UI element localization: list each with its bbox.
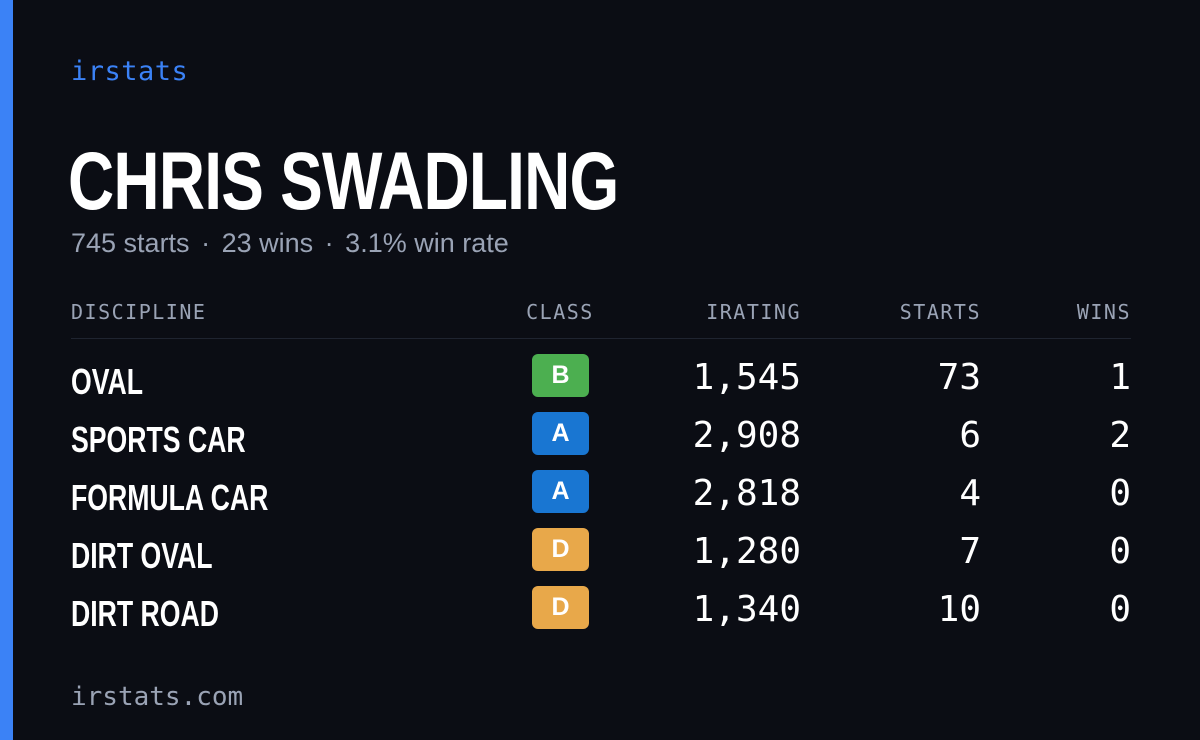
discipline-name: FORMULA CAR [71,477,269,518]
discipline-name: SPORTS CAR [71,419,246,460]
wins-value: 0 [1109,473,1131,514]
footer-url: irstats.com [71,682,244,712]
class-badge: B [532,354,589,397]
table-header: DISCIPLINE CLASS IRATING STARTS WINS [71,300,1131,339]
wins-value: 0 [1109,589,1131,630]
irating-value: 1,545 [692,357,801,398]
class-badge: A [532,412,589,455]
irating-value: 2,908 [692,415,801,456]
separator: · [324,228,334,258]
discipline-table: OVAL B 1,545 73 1 SPORTS CAR A 2,908 6 2… [71,352,1131,642]
discipline-name: DIRT ROAD [71,593,219,634]
discipline-name: DIRT OVAL [71,535,213,576]
driver-summary: 745 starts · 23 wins · 3.1% win rate [71,228,509,259]
wins-value: 1 [1109,357,1131,398]
wins-value: 0 [1109,531,1131,572]
accent-bar [0,0,13,740]
separator: · [201,228,211,258]
column-header-starts: STARTS [899,300,981,324]
irating-value: 1,340 [692,589,801,630]
table-row: DIRT OVAL D 1,280 7 0 [71,526,1131,584]
column-header-irating: IRATING [706,300,801,324]
irating-value: 2,818 [692,473,801,514]
column-header-wins: WINS [1076,300,1131,324]
discipline-name: OVAL [71,361,144,402]
column-header-discipline: DISCIPLINE [71,300,207,324]
starts-value: 6 [959,415,981,456]
table-row: OVAL B 1,545 73 1 [71,352,1131,410]
starts-value: 10 [937,589,981,630]
class-badge: A [532,470,589,513]
starts-value: 73 [937,357,981,398]
brand-logo: irstats [71,56,189,87]
total-wins: 23 wins [221,228,314,258]
starts-value: 7 [959,531,981,572]
irating-value: 1,280 [692,531,801,572]
win-rate: 3.1% win rate [345,228,509,258]
total-starts: 745 starts [71,228,190,258]
table-row: SPORTS CAR A 2,908 6 2 [71,410,1131,468]
starts-value: 4 [959,473,981,514]
column-header-class: CLASS [526,300,594,324]
table-row: FORMULA CAR A 2,818 4 0 [71,468,1131,526]
wins-value: 2 [1109,415,1131,456]
table-row: DIRT ROAD D 1,340 10 0 [71,584,1131,642]
driver-name: CHRIS SWADLING [68,136,619,227]
class-badge: D [532,528,589,571]
class-badge: D [532,586,589,629]
